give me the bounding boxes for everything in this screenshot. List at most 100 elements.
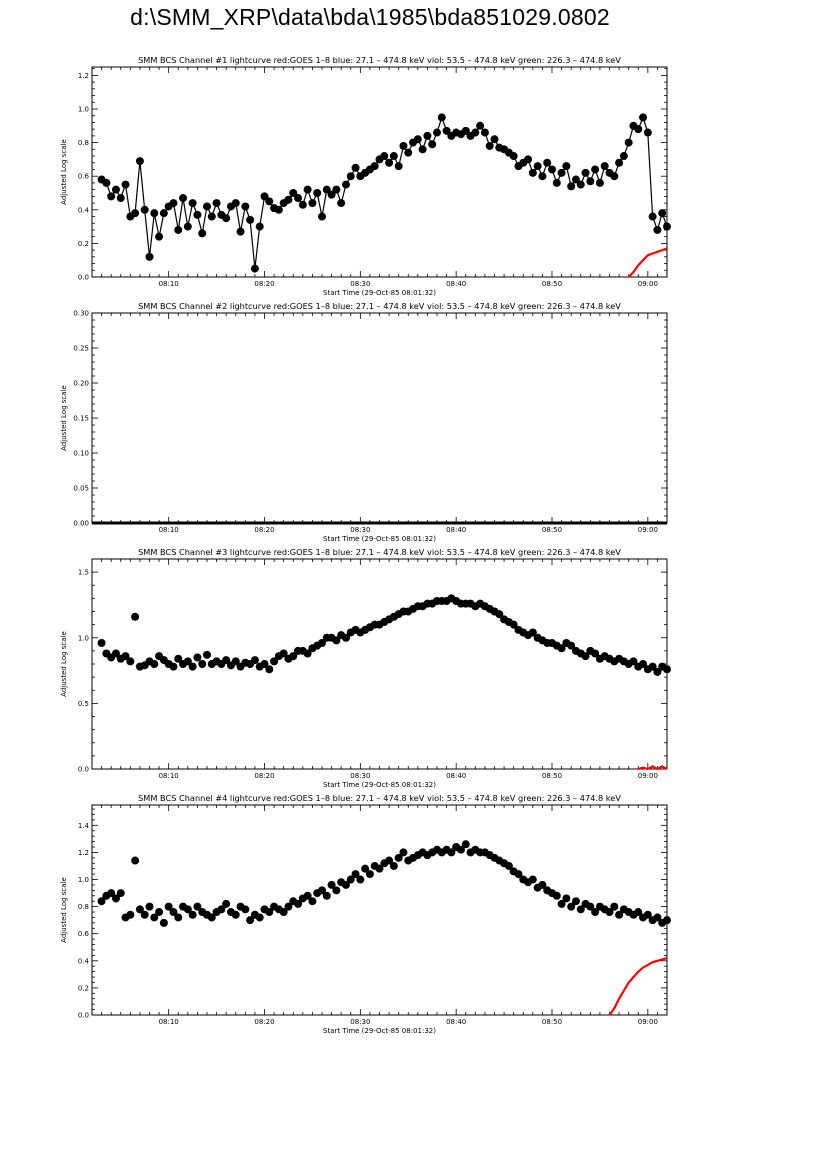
data-point [188, 910, 197, 919]
goes-series-line [627, 247, 668, 278]
data-point [533, 162, 542, 171]
data-point [490, 135, 499, 144]
y-tick-label: 0.30 [73, 310, 89, 318]
data-point [265, 665, 274, 674]
data-point [131, 612, 140, 621]
data-point [653, 225, 662, 234]
x-axis-label: Start Time (29-Oct-85 08:01:32) [323, 1027, 436, 1035]
y-tick-label: 0.5 [78, 700, 89, 708]
data-point [610, 902, 619, 911]
data-point [174, 913, 183, 922]
data-point [298, 200, 307, 209]
data-point [437, 113, 446, 122]
data-point [169, 199, 178, 208]
y-tick-label: 0.4 [78, 957, 90, 965]
x-tick-label: 08:50 [542, 1018, 562, 1026]
data-point [121, 180, 130, 189]
data-point [203, 202, 211, 211]
data-point [159, 209, 168, 218]
data-point [643, 128, 652, 137]
data-point [322, 891, 331, 900]
x-tick-label: 08:50 [542, 772, 562, 780]
data-point [198, 229, 207, 238]
data-point [241, 905, 250, 914]
y-tick-label: 0.0 [78, 274, 89, 282]
data-point [193, 902, 202, 911]
data-point [207, 913, 216, 922]
data-point [581, 652, 590, 661]
data-point [159, 918, 168, 927]
data-point [260, 660, 269, 668]
data-point [610, 172, 619, 181]
data-point [586, 902, 595, 911]
data-point [265, 908, 274, 917]
data-point [279, 649, 288, 658]
x-tick-label: 08:10 [159, 1018, 179, 1026]
data-point [562, 894, 571, 903]
y-tick-label: 0.2 [78, 984, 89, 992]
data-point [643, 910, 652, 919]
x-axis-label: Start Time (29-Oct-85 08:01:32) [323, 289, 436, 297]
data-point [567, 902, 576, 911]
plot-frame [91, 66, 668, 278]
data-point [375, 864, 384, 873]
data-point [102, 178, 111, 187]
data-point [528, 168, 537, 177]
data-point [576, 905, 585, 914]
data-point [605, 908, 614, 917]
chart-title: SMM BCS Channel #4 lightcurve red:GOES 1… [138, 793, 621, 803]
data-point [543, 158, 552, 167]
y-tick-label: 0.05 [73, 485, 89, 493]
data-point [557, 644, 566, 653]
data-point [131, 856, 140, 865]
data-point [164, 902, 173, 911]
data-point [318, 212, 326, 221]
data-point [413, 135, 422, 144]
data-point [571, 897, 580, 906]
data-point [648, 212, 657, 221]
plot-frame [91, 312, 668, 524]
x-tick-label: 09:00 [638, 280, 658, 288]
data-point [327, 190, 336, 199]
data-point [107, 192, 116, 201]
y-axis-label: Adjusted Log scale [60, 385, 68, 451]
data-point [663, 222, 671, 231]
x-tick-label: 08:10 [159, 280, 179, 288]
x-tick-label: 08:40 [446, 1018, 466, 1026]
data-point [595, 178, 604, 187]
data-point [370, 162, 379, 171]
data-point [188, 662, 197, 671]
data-point [289, 189, 298, 197]
x-tick-label: 08:20 [254, 526, 274, 534]
data-point [576, 180, 585, 189]
data-point [198, 660, 207, 668]
y-tick-label: 0.6 [78, 173, 90, 181]
data-point [140, 205, 149, 214]
y-tick-label: 1.2 [78, 72, 89, 80]
chart-panel-3: SMM BCS Channel #3 lightcurve red:GOES 1… [60, 547, 671, 789]
x-tick-label: 08:20 [254, 280, 274, 288]
data-point [571, 175, 580, 184]
data-point [591, 649, 600, 658]
data-point [217, 905, 226, 914]
y-tick-label: 1.0 [78, 876, 89, 884]
data-point [183, 657, 192, 666]
data-point [322, 185, 331, 194]
data-point [274, 205, 283, 214]
data-point [528, 628, 537, 637]
data-point [663, 665, 671, 674]
data-point [174, 225, 183, 234]
page-title: d:\SMM_XRP\data\bda\1985\bda851029.0802 [130, 4, 610, 30]
data-point [538, 172, 547, 181]
data-point [308, 897, 317, 906]
chart-title: SMM BCS Channel #3 lightcurve red:GOES 1… [138, 547, 621, 557]
data-point [476, 121, 485, 130]
data-point [509, 152, 518, 161]
data-point [332, 886, 341, 895]
data-point [624, 138, 633, 147]
data-point [303, 649, 312, 658]
data-point [389, 861, 398, 870]
x-tick-label: 08:40 [446, 772, 466, 780]
data-point [231, 910, 240, 919]
data-point [485, 141, 494, 150]
